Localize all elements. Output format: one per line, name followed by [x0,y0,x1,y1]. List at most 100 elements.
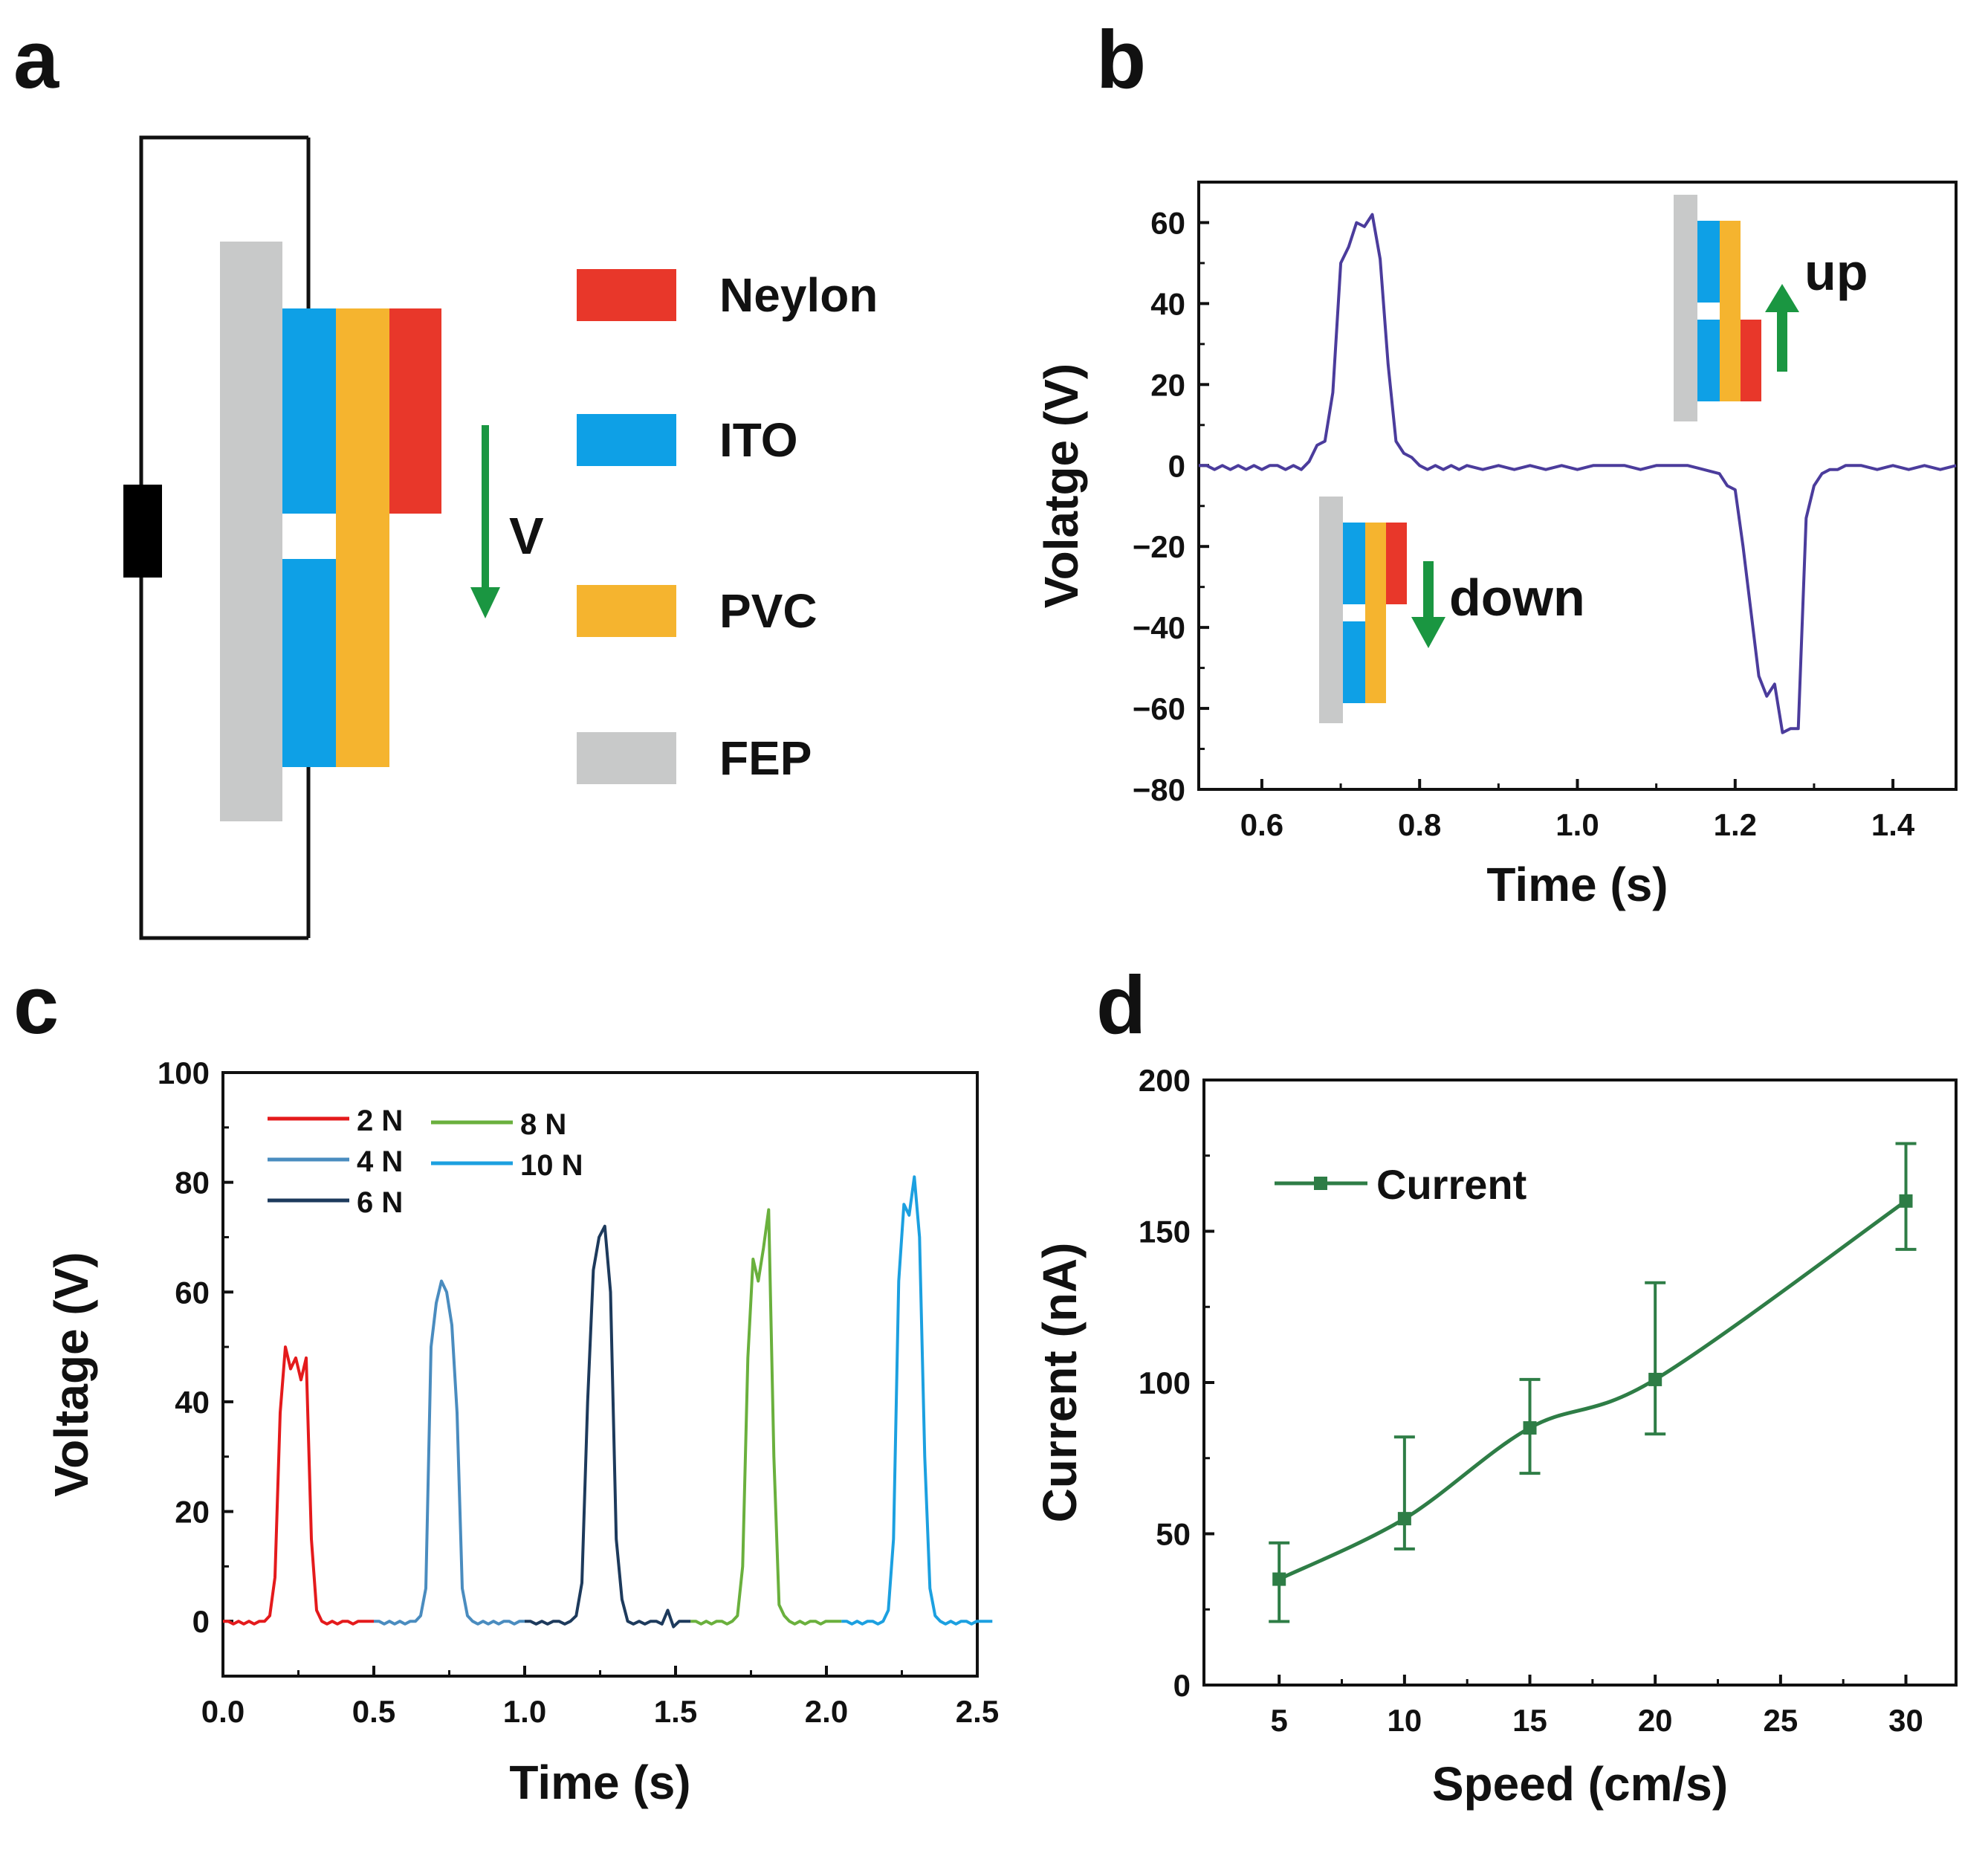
legend-label-ito: ITO [719,413,798,467]
x-tick-label: 2.0 [805,1694,848,1729]
inset-device-down [1319,497,1407,723]
y-tick-label: 200 [1139,1063,1191,1098]
x-tick-label: 20 [1638,1703,1673,1738]
x-tick-label: 25 [1764,1703,1798,1738]
y-tick-label: 100 [158,1055,210,1090]
y-tick-label: 0 [192,1604,210,1639]
y-tick-label: 50 [1156,1517,1191,1552]
fep-layer [220,242,282,821]
x-tick-label: 0.5 [352,1694,395,1729]
legend-swatch-fep [577,732,676,784]
data-point [1899,1194,1913,1208]
panel-d-chart: 5 10 15 20 25 30 0 50 100 150 200 Speed (cm/s) Curre… [1033,1063,1958,1811]
x-tick-label: 30 [1888,1703,1923,1738]
series-line-8n [690,1208,842,1626]
mini-pvc-layer [1720,221,1741,401]
panel-label-a: a [13,14,59,106]
mini-neylon-slider [1741,320,1761,401]
y-tick-label: 40 [175,1385,210,1420]
y-tick-label: 100 [1139,1365,1191,1400]
y-tick-label: 0 [1173,1668,1191,1703]
data-point [1397,1512,1411,1526]
data-point [1648,1372,1662,1386]
mini-fep-layer [1319,497,1343,723]
down-arrow-icon [1411,617,1445,648]
x-tick-label: 1.0 [503,1694,546,1729]
y-axis-label: Volatge (V) [1035,363,1088,609]
voltage-line [1199,213,1957,734]
x-axis-label: Time (s) [509,1756,690,1809]
x-tick-label: 0.0 [201,1694,245,1729]
panel-b-chart: 0.6 0.8 1.0 1.2 1.4 −80 −60 −40 −20 0 20 40 60 Time (… [1035,181,1958,911]
y-tick-label: 20 [175,1495,210,1530]
ito-electrode-top [282,308,336,514]
y-tick-label: −80 [1133,772,1185,807]
x-tick-label: 0.6 [1240,807,1283,842]
data-point [1272,1572,1286,1586]
data-point [1523,1421,1537,1435]
plot-frame [221,1071,979,1678]
legend-marker-current [1314,1177,1327,1190]
neylon-slider [389,308,441,514]
mini-fep-layer [1674,195,1697,421]
up-arrow-icon [1765,284,1799,312]
y-tick-label: 40 [1150,286,1185,321]
mini-ito-bottom [1697,320,1720,401]
y-tick-label: 0 [1168,448,1185,483]
x-tick-label: 1.4 [1871,807,1915,842]
x-tick-label: 10 [1388,1703,1422,1738]
x-tick-label: 5 [1271,1703,1288,1738]
legend-label-4n: 4 N [357,1145,403,1178]
legend-label-2n: 2 N [357,1105,403,1137]
legend-label-6n: 6 N [357,1186,403,1219]
legend-label-neylon: Neylon [719,268,878,322]
y-tick-label: −40 [1133,610,1185,645]
ito-electrode-bottom [282,559,336,767]
panel-a-schematic: V Neylon ITO PVC FEP [123,135,878,940]
x-tick-label: 0.8 [1398,807,1441,842]
x-tick-label: 1.2 [1714,807,1757,842]
y-tick-label: 80 [175,1165,210,1200]
legend-label-fep: FEP [719,731,812,785]
x-tick-label: 15 [1512,1703,1547,1738]
x-axis-label: Speed (cm/s) [1432,1757,1728,1811]
mini-ito-top [1697,221,1720,303]
panel-label-c: c [13,960,59,1051]
inset-device-up [1674,195,1761,421]
y-axis-label: Voltage (V) [45,1252,98,1497]
load-resistor [123,485,162,578]
current-line [1278,1199,1907,1581]
annotation-down: down [1449,569,1585,627]
series-line-4n [374,1279,525,1626]
y-tick-label: −60 [1133,691,1185,726]
y-tick-label: 60 [1150,205,1185,240]
legend-label-10n: 10 N [520,1149,583,1182]
mini-neylon-slider [1386,523,1407,604]
legend-swatch-neylon [577,269,676,321]
panel-label-d: d [1096,960,1146,1051]
arrow-label-v: V [509,507,544,565]
x-tick-label: 1.0 [1555,807,1599,842]
legend-label-pvc: PVC [719,584,817,638]
y-tick-label: 60 [175,1275,210,1310]
mini-ito-bottom [1343,621,1365,703]
series-line-6n [525,1224,691,1629]
legend-label-current: Current [1376,1161,1526,1208]
arrow-down-icon [470,587,500,618]
legend-swatch-ito [577,414,676,466]
x-tick-label: 1.5 [654,1694,697,1729]
panel-label-b: b [1096,14,1146,106]
y-tick-label: 150 [1139,1215,1191,1249]
legend-swatch-pvc [577,585,676,637]
x-tick-label: 2.5 [956,1694,999,1729]
legend-label-8n: 8 N [520,1108,566,1141]
y-tick-label: −20 [1133,529,1185,564]
series-line-2n [223,1345,374,1626]
panel-c-chart: 0.0 0.5 1.0 1.5 2.0 2.5 0 20 40 60 80 100 Time (s) Vo… [45,1055,999,1809]
annotation-up: up [1804,243,1868,301]
y-axis-label: Current (nA) [1033,1243,1087,1523]
mini-ito-top [1343,523,1365,604]
pvc-layer [336,308,389,767]
